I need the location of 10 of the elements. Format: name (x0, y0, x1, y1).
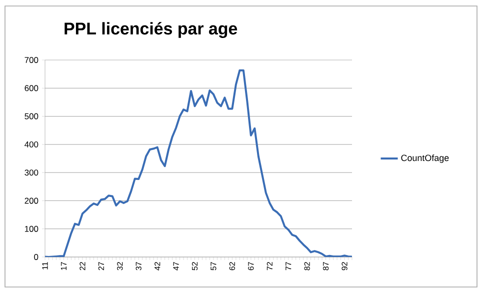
y-tick-label: 0 (34, 254, 38, 260)
y-tick-label: 100 (24, 226, 38, 232)
y-tick-label: 400 (24, 141, 38, 148)
chart-title: PPL licenciés par age (64, 22, 238, 38)
y-tick-label: 200 (24, 198, 38, 204)
y-tick-label: 600 (24, 85, 38, 92)
legend-label: CountOfage (401, 154, 449, 163)
y-tick-label: 300 (24, 170, 38, 176)
y-tick-label: 700 (24, 57, 38, 63)
y-tick-label: 500 (24, 113, 38, 120)
